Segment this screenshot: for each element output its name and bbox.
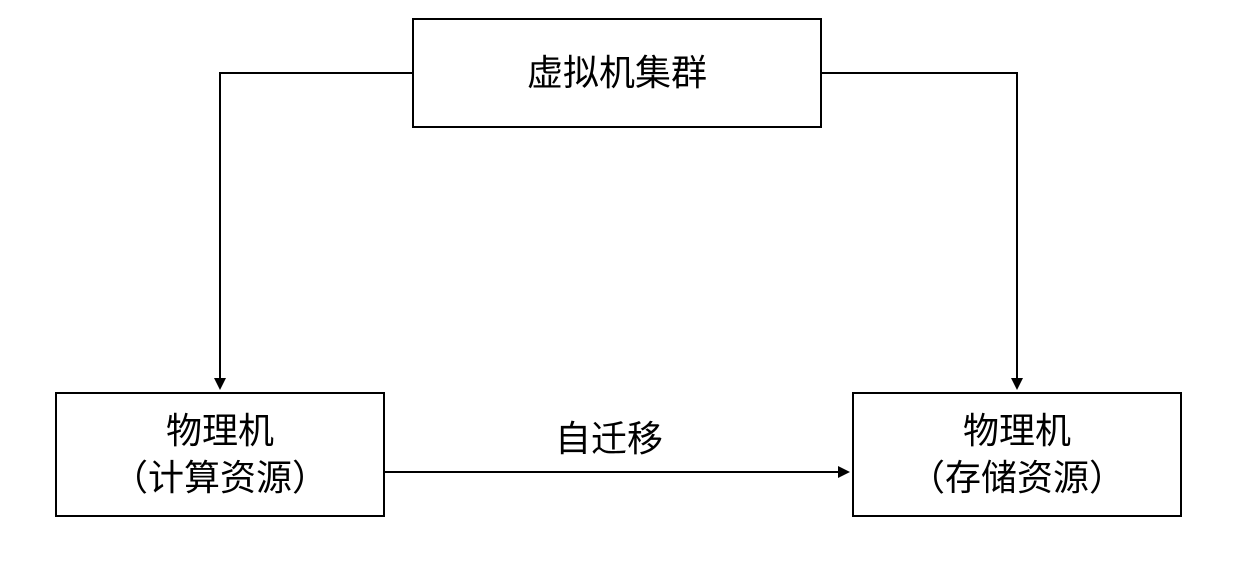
node-physical-storage-line2: （存储资源）: [909, 455, 1125, 502]
node-physical-storage: 物理机 （存储资源）: [852, 392, 1182, 517]
node-physical-compute-line1: 物理机: [166, 408, 274, 455]
edge-top-to-right: [822, 73, 1017, 388]
node-physical-storage-line1: 物理机: [963, 408, 1071, 455]
node-physical-compute: 物理机 （计算资源）: [55, 392, 385, 517]
edge-top-to-left: [220, 73, 412, 388]
node-physical-compute-line2: （计算资源）: [112, 455, 328, 502]
node-vm-cluster-label: 虚拟机集群: [527, 50, 707, 97]
node-vm-cluster: 虚拟机集群: [412, 18, 822, 128]
edge-migrate-label: 自迁移: [555, 410, 663, 462]
